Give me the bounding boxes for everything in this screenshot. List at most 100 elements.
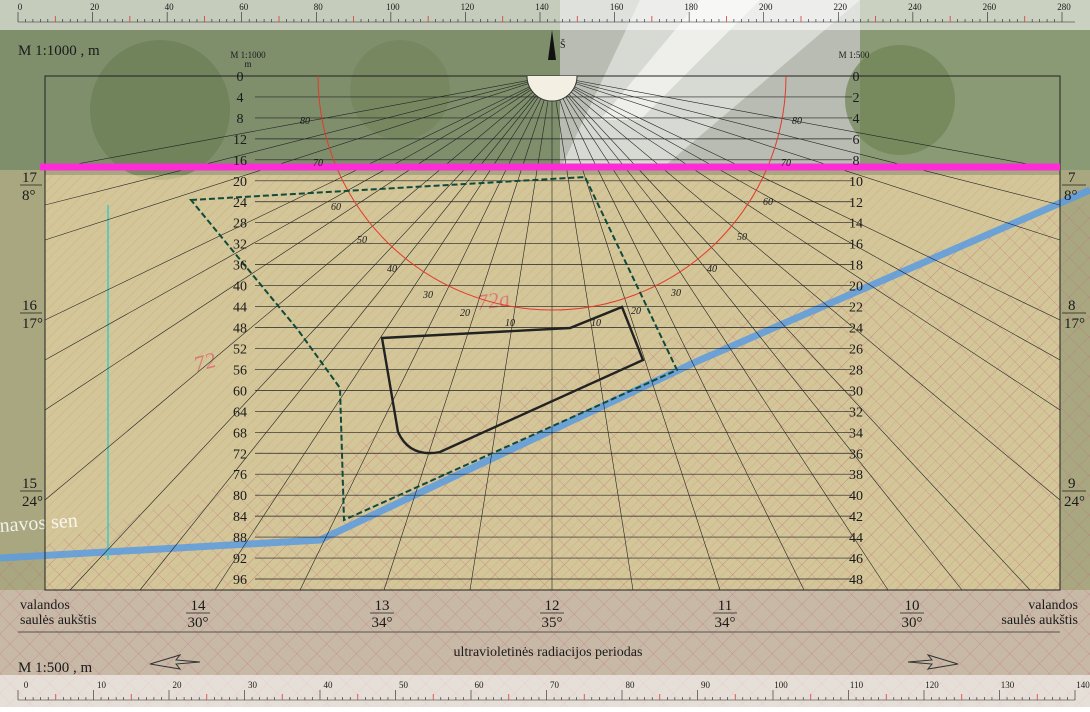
north-arrow-icon xyxy=(548,30,556,60)
north-marker-label: Š xyxy=(560,39,566,51)
right-axis-header: M 1:500 xyxy=(839,50,870,60)
right-axis-value: 2 xyxy=(853,91,860,106)
left-axis-value: 76 xyxy=(233,468,247,483)
bottom-scale-tick-label: 40 xyxy=(324,680,334,690)
left-axis-value: 0 xyxy=(237,70,244,85)
uv-right-arrow-icon xyxy=(907,654,959,670)
left-hour-label: 15 xyxy=(22,476,37,492)
right-angle-label: 17° xyxy=(1064,316,1085,332)
sun-ray xyxy=(551,75,1061,321)
altitude-arc xyxy=(317,75,787,311)
arc-label-right: 30 xyxy=(670,288,681,299)
arc-label-right: 10 xyxy=(591,318,601,329)
right-axis-value: 30 xyxy=(849,384,863,399)
site-outlines xyxy=(188,175,679,522)
uv-period-label: ultravioletinės radiacijos periodas xyxy=(454,645,643,660)
right-axis-value: 34 xyxy=(849,426,863,441)
right-axis-value: 6 xyxy=(853,133,860,148)
parcel-label-72a: 72a xyxy=(475,286,511,315)
sun-ray xyxy=(44,75,553,411)
right-axis-value: 40 xyxy=(849,489,863,504)
bottom-scale-tick-label: 30 xyxy=(248,680,258,690)
sun-ray xyxy=(551,75,1031,591)
right-axis-value: 4 xyxy=(853,112,860,127)
left-angle-label: 17° xyxy=(22,316,43,332)
bottom-scale-tick-label: 80 xyxy=(626,680,636,690)
labels-layer: 0481216202428323640444852566064687276808… xyxy=(20,70,1086,631)
left-axis-value: 8 xyxy=(237,112,244,127)
top-scale-tick-label: 220 xyxy=(834,2,848,12)
left-axis-value: 72 xyxy=(233,447,247,462)
right-axis-value: 38 xyxy=(849,468,863,483)
bottom-scale-tick-label: 130 xyxy=(1001,680,1015,690)
right-axis-value: 18 xyxy=(849,259,863,274)
left-axis-header: M 1:1000 xyxy=(230,50,266,60)
sun-ray xyxy=(44,75,553,361)
sun-ray xyxy=(44,75,553,501)
left-axis-value: 56 xyxy=(233,363,247,378)
bottom-scale-tick-label: 70 xyxy=(550,680,560,690)
bottom-hour-label: 10 xyxy=(905,598,920,614)
sun-ray xyxy=(551,75,963,591)
bottom-scale-tick-label: 90 xyxy=(701,680,711,690)
bottom-scale-tick-label: 0 xyxy=(24,680,29,690)
left-angle-label: 8° xyxy=(22,188,36,204)
left-axis-value: 80 xyxy=(233,489,247,504)
top-scale: 0 20 40 60 80 100 120 140 160 180 200 220 240 260 280 … xyxy=(0,0,1090,59)
bottom-scale-tick-label: 20 xyxy=(173,680,183,690)
left-axis-value: 32 xyxy=(233,238,247,253)
bottom-scale-label: M 1:500 , m xyxy=(18,660,93,676)
top-scale-tick-label: 260 xyxy=(983,2,997,12)
top-scale-tick-label: 140 xyxy=(535,2,549,12)
sun-ray xyxy=(44,75,553,206)
legend-left-hours: valandos xyxy=(20,598,70,613)
arc-label-left: 60 xyxy=(331,202,341,213)
left-axis-value: 44 xyxy=(233,301,247,316)
right-axis-value: 44 xyxy=(849,531,863,546)
left-axis-value: 20 xyxy=(233,175,247,190)
top-scale-tick-label: 60 xyxy=(239,2,249,12)
arc-label-left: 30 xyxy=(422,290,433,301)
right-axis-value: 28 xyxy=(849,363,863,378)
right-hour-label: 7 xyxy=(1068,170,1076,186)
top-scale-tick-label: 100 xyxy=(386,2,400,12)
right-axis-value: 10 xyxy=(849,175,863,190)
sun-semicircle xyxy=(526,75,578,102)
arc-label-right: 40 xyxy=(707,264,717,275)
sun-ray xyxy=(551,75,1061,361)
bottom-angle-label: 34° xyxy=(715,615,736,631)
sun-ray xyxy=(551,75,634,591)
bottom-angle-label: 30° xyxy=(188,615,209,631)
sun-ray xyxy=(44,75,553,321)
site-boundary xyxy=(188,175,679,522)
arc-label-right: 60 xyxy=(763,197,773,208)
legend-left-altitude: saulės aukštis xyxy=(20,613,97,628)
top-scale-tick-label: 280 xyxy=(1057,2,1071,12)
legend-right-altitude: saulės aukštis xyxy=(1001,613,1078,628)
right-hour-label: 8 xyxy=(1068,298,1076,314)
left-axis-unit: m xyxy=(244,59,251,69)
sun-ray xyxy=(551,75,721,591)
left-axis-value: 16 xyxy=(233,154,247,169)
sun-ray xyxy=(551,75,805,591)
sun-ray xyxy=(551,75,1061,171)
left-axis-value: 92 xyxy=(233,552,247,567)
right-axis-value: 46 xyxy=(849,552,863,567)
left-axis-value: 36 xyxy=(233,259,247,274)
bottom-scale-tick-label: 60 xyxy=(475,680,485,690)
left-axis-value: 48 xyxy=(233,322,247,337)
left-axis-value: 4 xyxy=(237,91,244,106)
arc-label-left: 50 xyxy=(357,235,367,246)
north-marker: Š xyxy=(548,30,566,60)
left-hour-label: 16 xyxy=(22,298,38,314)
top-scale-tick-label: 240 xyxy=(908,2,922,12)
right-hour-label: 9 xyxy=(1068,476,1076,492)
right-angle-label: 8° xyxy=(1064,188,1078,204)
legend-right-hours: valandos xyxy=(1028,598,1078,613)
left-angle-label: 24° xyxy=(22,494,43,510)
bottom-scale-tick-label: 140 xyxy=(1076,680,1090,690)
left-hour-label: 17 xyxy=(22,170,38,186)
sun-ray xyxy=(551,75,1061,411)
